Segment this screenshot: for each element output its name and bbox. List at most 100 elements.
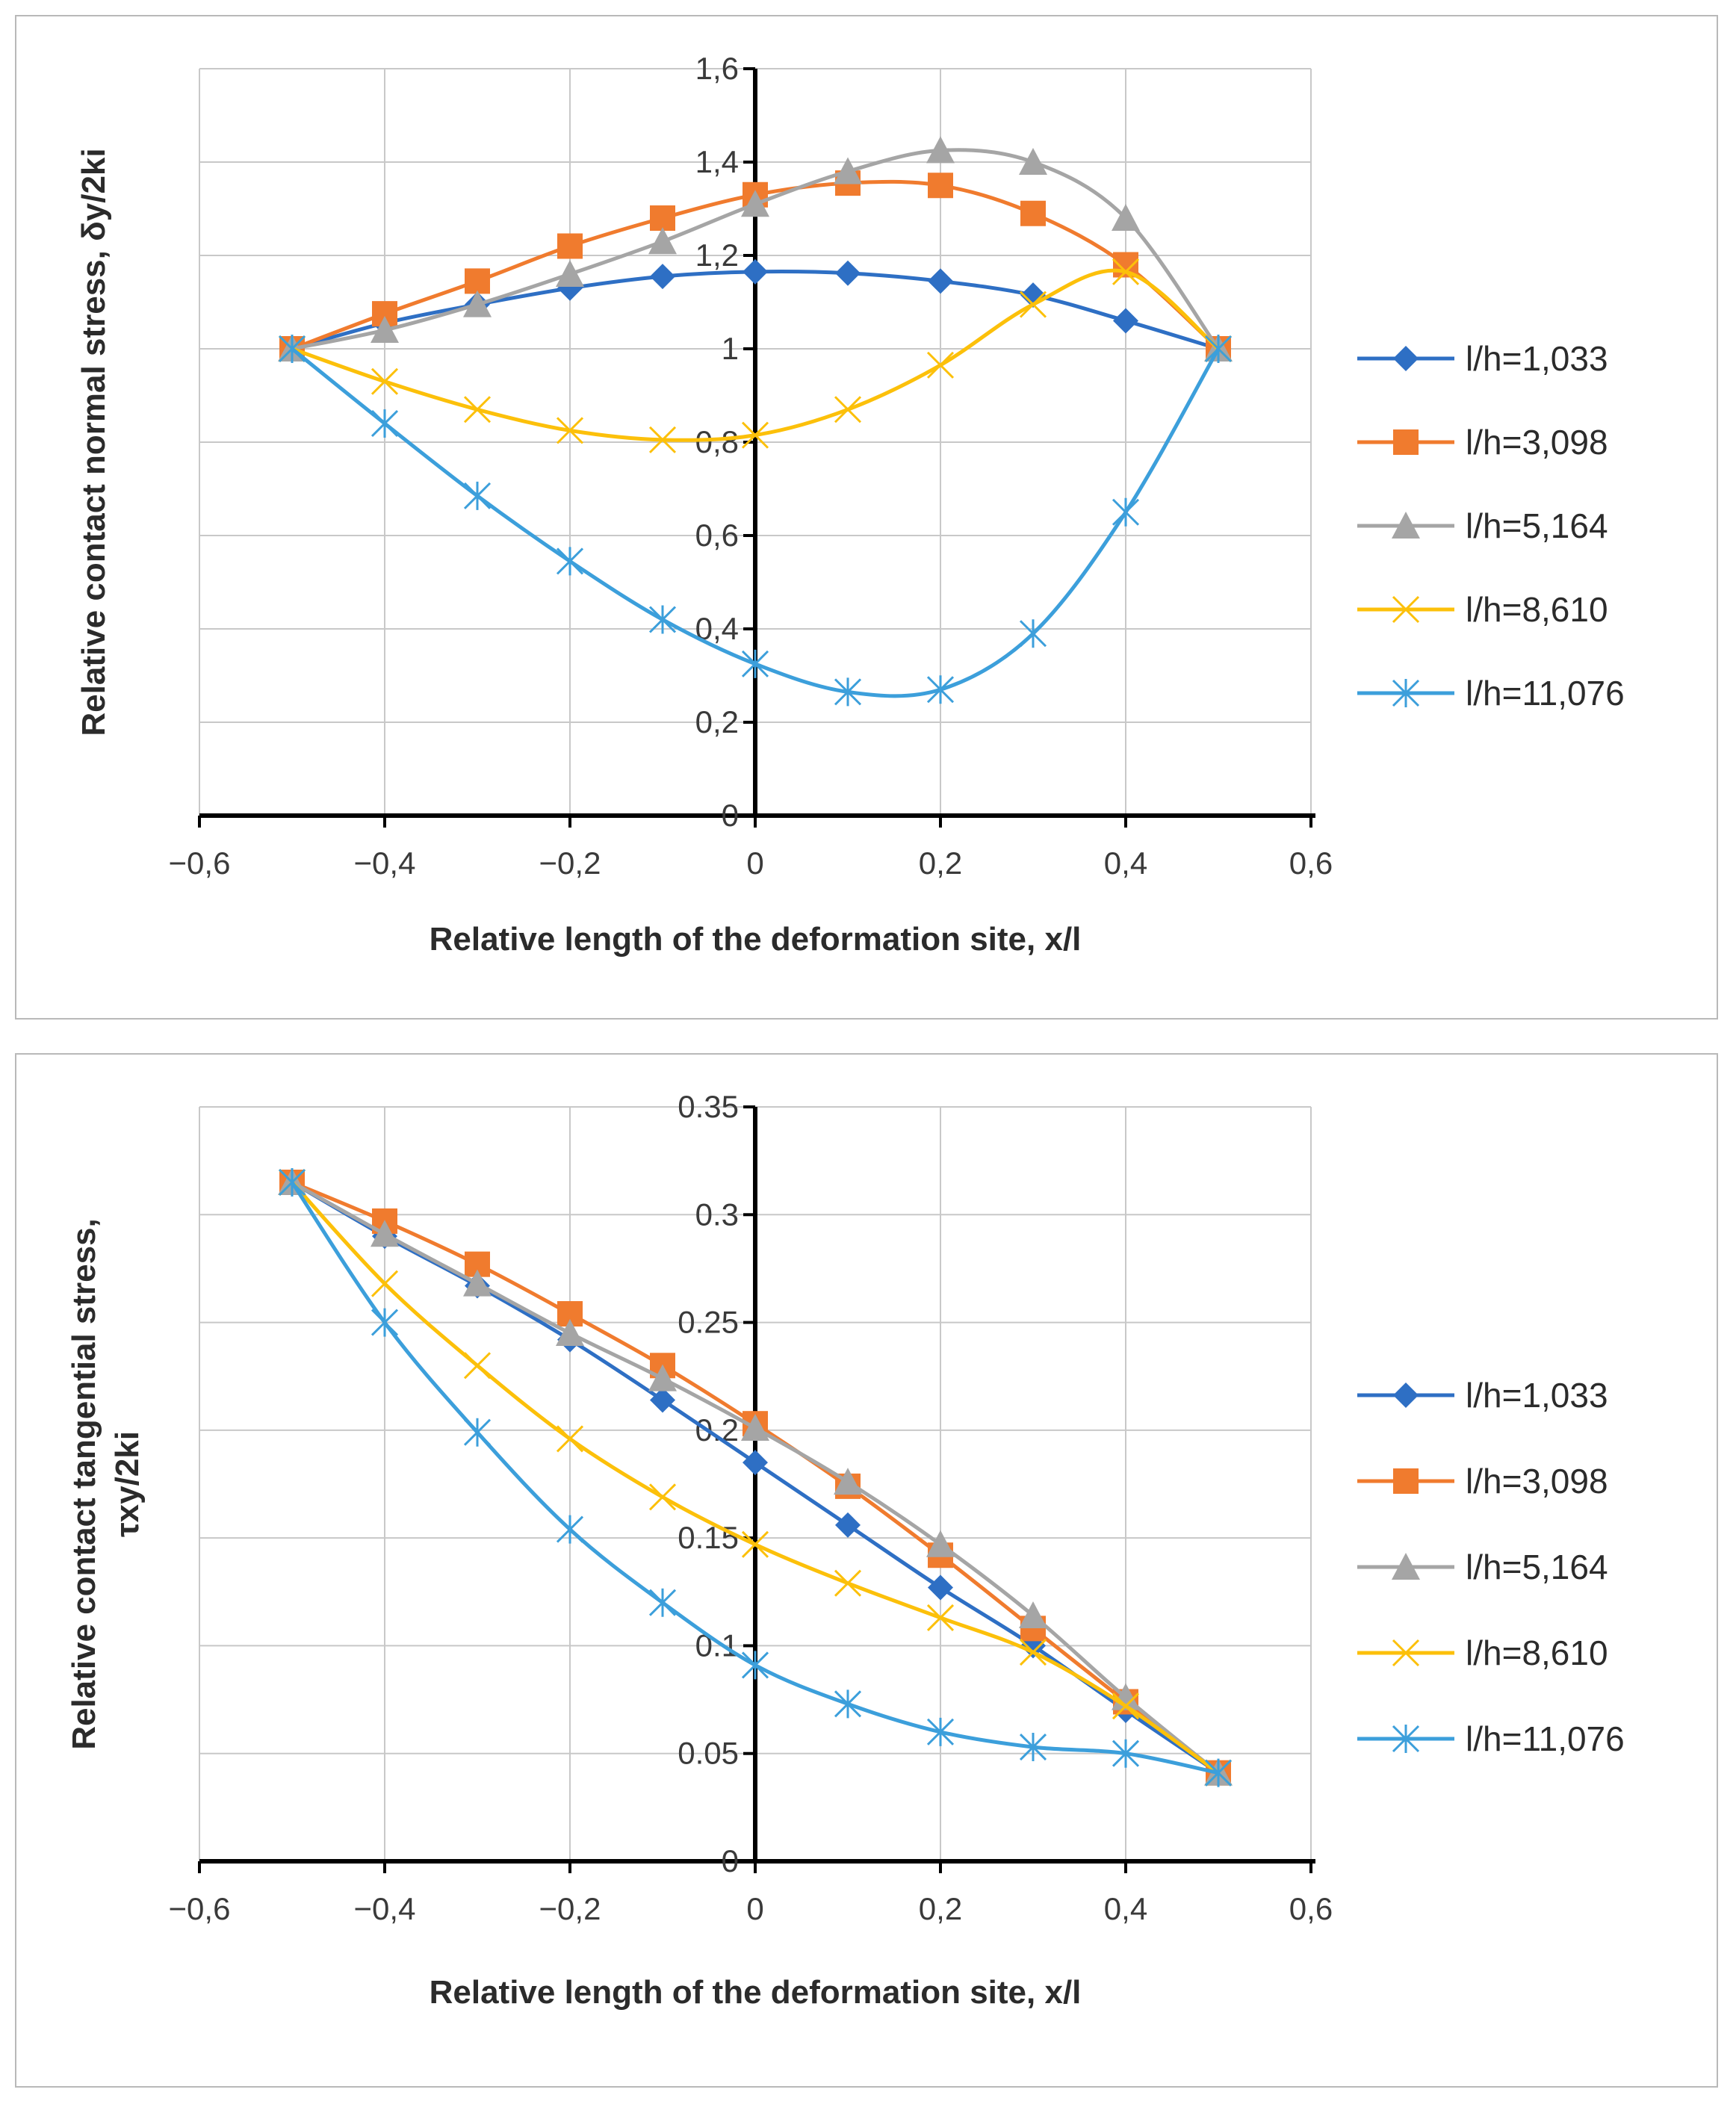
- data-point: [741, 421, 769, 449]
- data-point: [1204, 1758, 1233, 1787]
- data-point: [834, 396, 862, 423]
- data-point: [371, 1220, 399, 1247]
- data-point: [371, 1270, 399, 1297]
- legend-marker: [1393, 429, 1419, 455]
- x-tick-label: 0: [746, 845, 763, 881]
- y-tick-label: 0,8: [695, 424, 739, 459]
- normal-stress-chart: −0,6 −0,4 −0,2 0 0,2 0,4 0,60 0,2 0,4 0,6 0,8 1 1,2 1…: [75, 51, 1625, 958]
- data-point: [278, 1168, 306, 1197]
- data-point: [926, 1604, 955, 1631]
- legend-label: l/h=1,033: [1466, 1376, 1608, 1415]
- data-point: [741, 649, 769, 678]
- data-point: [648, 605, 677, 634]
- data-point: [928, 173, 953, 199]
- data-point: [371, 316, 399, 343]
- y-tick-label: 0: [722, 1843, 739, 1878]
- legend-marker: [1392, 1553, 1420, 1580]
- x-tick-label: −0,2: [539, 845, 601, 881]
- series-group: [278, 1168, 1233, 1787]
- y-tick-labels: 00.050.10.150.20.250.30.35: [678, 1089, 755, 1878]
- x-tick-labels: −0,6 −0,4 −0,2 0 0,2 0,4 0,6: [169, 1861, 1333, 1926]
- data-point: [463, 481, 492, 510]
- data-point: [1112, 204, 1140, 231]
- legend-marker: [1392, 679, 1420, 707]
- data-point: [463, 1352, 492, 1380]
- data-point: [743, 258, 768, 285]
- y-axis-title-line: Relative contact tangential stress,: [66, 1218, 102, 1750]
- y-axis-title: Relative contact tangential stress, τxy/2…: [66, 1218, 146, 1750]
- y-tick-label: 1,4: [695, 144, 739, 179]
- data-point: [834, 157, 862, 184]
- data-point: [556, 1515, 584, 1544]
- y-tick-label: 0.15: [678, 1520, 739, 1555]
- data-point: [1020, 200, 1046, 226]
- data-point: [463, 1418, 492, 1447]
- data-point: [835, 1512, 861, 1538]
- legend-marker: [1393, 1468, 1419, 1494]
- data-point: [650, 264, 675, 290]
- data-point: [926, 1717, 955, 1746]
- data-point: [556, 1425, 584, 1453]
- y-tick-label: 0,6: [695, 518, 739, 553]
- legend-label: l/h=1,033: [1466, 339, 1608, 378]
- normal-stress-chart-panel: −0,6 −0,4 −0,2 0 0,2 0,4 0,6 0 0,2 0,4 0,6 0,8 1 1,2 1…: [15, 15, 1718, 1020]
- series-line: [290, 1181, 1219, 1775]
- data-point: [926, 351, 955, 379]
- data-point: [463, 290, 492, 317]
- legend-label: l/h=3,098: [1466, 1462, 1608, 1501]
- tangential-stress-chart: −0,6 −0,4 −0,2 0 0,2 0,4 0,600.050.10.150.20.2…: [66, 1089, 1625, 2011]
- legend-marker: [1393, 1383, 1419, 1408]
- data-point: [371, 367, 399, 395]
- data-point: [834, 1569, 862, 1597]
- legend-marker: [1392, 595, 1420, 624]
- x-tick-label: −0,6: [169, 1891, 231, 1926]
- data-point: [463, 1269, 492, 1297]
- series-line: [291, 1181, 1220, 1775]
- legend-marker: [1393, 346, 1419, 371]
- data-point: [1019, 1639, 1047, 1666]
- y-tick-label: 1: [722, 331, 739, 366]
- x-axis-title: Relative length of the deformation site,…: [430, 1974, 1082, 2011]
- data-point: [556, 1319, 584, 1346]
- data-point: [1204, 335, 1233, 363]
- y-tick-label: 0: [722, 798, 739, 833]
- x-tick-label: −0,4: [354, 845, 416, 881]
- x-tick-label: −0,4: [354, 1891, 416, 1926]
- legend-label: l/h=11,076: [1466, 1719, 1625, 1758]
- data-point: [650, 205, 675, 231]
- y-tick-label: 0.35: [678, 1089, 739, 1124]
- legend-label: l/h=3,098: [1466, 423, 1608, 462]
- data-point: [463, 396, 492, 423]
- data-point: [743, 1450, 768, 1476]
- legend-label: l/h=5,164: [1466, 1548, 1608, 1586]
- data-point: [648, 426, 677, 453]
- series-line: [291, 148, 1221, 351]
- data-point: [1019, 291, 1047, 318]
- y-tick-label: 1,2: [695, 238, 739, 273]
- y-tick-label: 0.2: [695, 1412, 739, 1447]
- legend-marker: [1392, 1639, 1420, 1667]
- legend-marker: [1392, 1725, 1420, 1753]
- data-point: [371, 1308, 399, 1337]
- x-tick-label: −0,6: [169, 845, 231, 881]
- x-tick-label: 0,2: [919, 845, 962, 881]
- data-point: [1112, 497, 1140, 527]
- series-line: [291, 347, 1221, 698]
- data-point: [741, 1413, 769, 1441]
- x-tick-labels: −0,6 −0,4 −0,2 0 0,2 0,4 0,6: [169, 816, 1333, 881]
- data-point: [1112, 1692, 1140, 1720]
- series-l/h=11,076: [278, 335, 1233, 707]
- y-tick-label: 1,6: [695, 51, 739, 86]
- legend: l/h=1,033 l/h=3,098 l/h=5,164 l/h=8,610 l/h=…: [1357, 339, 1625, 713]
- data-point: [556, 260, 584, 287]
- data-point: [278, 335, 306, 363]
- data-point: [556, 417, 584, 444]
- data-point: [834, 1689, 862, 1719]
- data-point: [835, 260, 861, 286]
- data-point: [741, 1651, 769, 1680]
- y-tick-labels: 00,20,40,60,811,21,41,6: [695, 51, 755, 833]
- data-point: [371, 409, 399, 438]
- series-group: [278, 136, 1233, 707]
- data-point: [1113, 308, 1138, 334]
- legend-label: l/h=11,076: [1466, 674, 1625, 713]
